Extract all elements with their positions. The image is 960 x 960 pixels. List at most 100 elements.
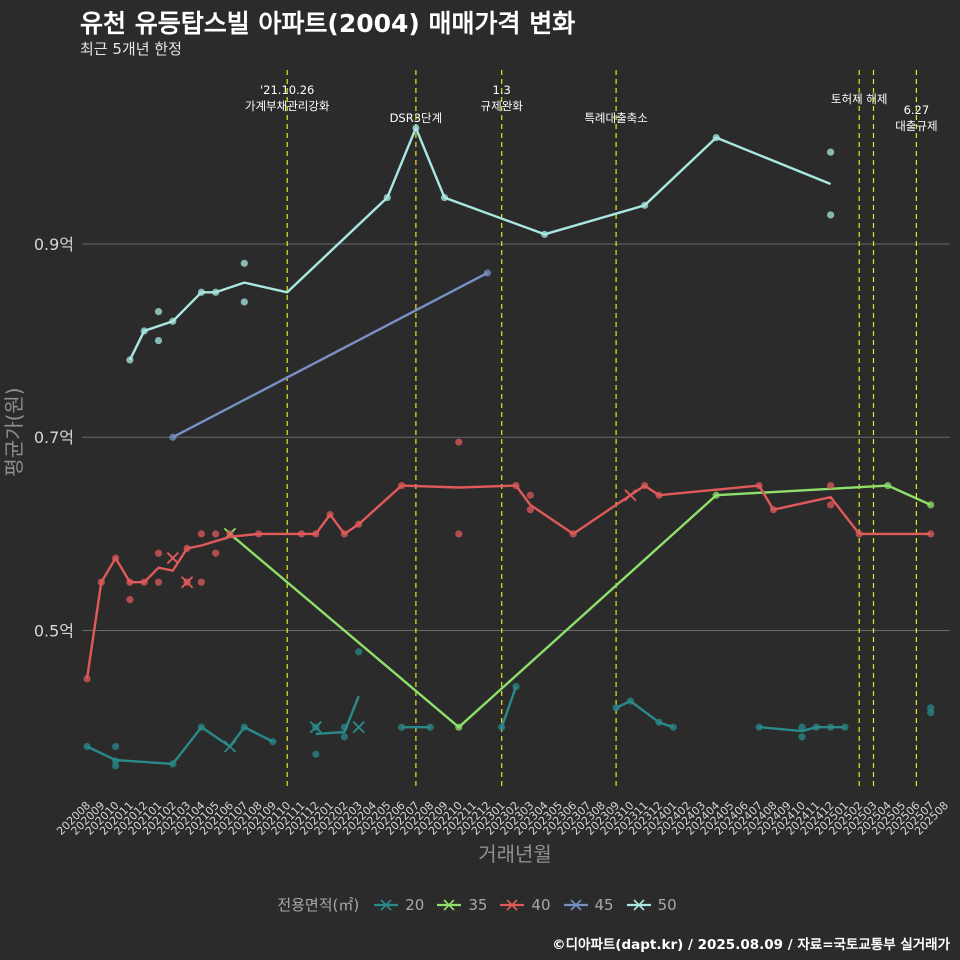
- data-point: [612, 704, 620, 712]
- legend-key-cross: [633, 898, 645, 911]
- data-point: [112, 554, 120, 562]
- data-point: [483, 269, 492, 277]
- grid-lines: [82, 243, 950, 632]
- data-point: [197, 288, 206, 296]
- data-point: [197, 530, 206, 538]
- data-point: [169, 317, 177, 325]
- legend-key-icon: [437, 898, 462, 911]
- data-point: [340, 733, 349, 741]
- data-point: [126, 356, 134, 364]
- data-point: [169, 433, 177, 441]
- data-point: [112, 757, 120, 765]
- data-point: [340, 530, 349, 538]
- data-point: [526, 506, 534, 514]
- data-point: [526, 491, 534, 499]
- cross-marker: [352, 721, 365, 734]
- x-axis-label: 거래년월: [478, 842, 552, 866]
- data-point: [655, 491, 663, 499]
- data-point: [826, 481, 835, 490]
- legend-key-cross: [569, 898, 582, 911]
- data-point: [755, 481, 763, 490]
- data-point: [126, 596, 134, 604]
- data-point: [540, 230, 549, 238]
- data-point: [197, 578, 206, 586]
- data-point: [826, 501, 835, 509]
- legend: 전용면적(㎡) 20 35 40 45 50: [0, 894, 960, 915]
- event-label: 규제완화: [481, 99, 524, 113]
- legend-item-35: 35: [436, 896, 487, 914]
- data-point: [355, 648, 363, 656]
- y-tick-label: 0.5억: [34, 622, 74, 641]
- data-point: [641, 481, 649, 490]
- data-point: [855, 530, 863, 538]
- data-point: [240, 723, 248, 731]
- data-point: [140, 327, 148, 335]
- data-point: [97, 578, 105, 586]
- event-label: 가계부채관리강화: [245, 99, 330, 113]
- chart-subtitle: 최근 5개년 한정: [80, 40, 182, 58]
- data-point: [927, 709, 935, 717]
- legend-item-label: 40: [531, 895, 551, 914]
- event-label: 특례대출축소: [584, 111, 647, 125]
- legend-key-cross: [380, 898, 392, 911]
- legend-key-cross: [506, 898, 518, 911]
- data-point: [140, 578, 148, 586]
- data-point: [226, 530, 234, 538]
- x-axis-ticks: 2020082020092020102020112020122021012021…: [54, 799, 951, 838]
- legend-item-45: 45: [563, 896, 614, 914]
- data-point: [826, 211, 835, 219]
- legend-key-icon: [626, 898, 651, 911]
- legend-item-20: 20: [373, 896, 424, 914]
- event-label: DSR3단계: [390, 111, 443, 125]
- data-point: [154, 337, 163, 345]
- data-point: [154, 578, 163, 586]
- data-point: [154, 549, 163, 557]
- data-point: [240, 298, 248, 306]
- data-point: [927, 530, 935, 538]
- data-point: [412, 124, 420, 132]
- legend-key-icon: [374, 898, 399, 911]
- cross-marker: [166, 551, 179, 565]
- data-point: [626, 697, 634, 705]
- data-point: [798, 733, 806, 741]
- data-point: [812, 723, 820, 731]
- y-axis-ticks: 0.5억 0.7억 0.9억: [34, 235, 74, 641]
- event-label: '21.10.26: [260, 83, 314, 97]
- event-label: 대출규제: [895, 119, 937, 133]
- data-point: [312, 750, 320, 758]
- series-20: [83, 648, 935, 770]
- series-line: [500, 686, 518, 728]
- series-35: [223, 481, 935, 731]
- data-point: [297, 530, 306, 538]
- data-point: [355, 520, 363, 528]
- source-caption: ©디아파트(dapt.kr) / 2025.08.09 / 자료=국토교통부 실…: [552, 937, 950, 953]
- data-point: [798, 723, 806, 731]
- data-point: [512, 481, 520, 490]
- data-point: [712, 134, 720, 142]
- legend-key-icon: [500, 898, 525, 911]
- data-point: [769, 506, 777, 514]
- data-point: [212, 288, 220, 296]
- legend-item-label: 50: [657, 895, 677, 914]
- legend-item-label: 20: [405, 895, 425, 914]
- data-point: [655, 718, 663, 726]
- legend-item-50: 50: [626, 896, 677, 914]
- data-point: [240, 259, 248, 267]
- legend-item-40: 40: [499, 895, 551, 914]
- series-line: [128, 126, 832, 361]
- data-point: [112, 742, 120, 751]
- legend-key-icon: [563, 898, 588, 911]
- data-point: [426, 723, 434, 731]
- data-point: [154, 308, 163, 316]
- y-tick-label: 0.9억: [34, 235, 74, 254]
- data-point: [183, 544, 191, 552]
- cross-marker: [624, 489, 637, 502]
- data-point: [884, 481, 892, 490]
- data-point: [212, 530, 220, 538]
- series-45: [169, 269, 492, 441]
- series-layer: [83, 124, 935, 770]
- data-point: [669, 723, 677, 731]
- chart-title: 유천 유등탑스빌 아파트(2004) 매매가격 변화: [80, 9, 576, 38]
